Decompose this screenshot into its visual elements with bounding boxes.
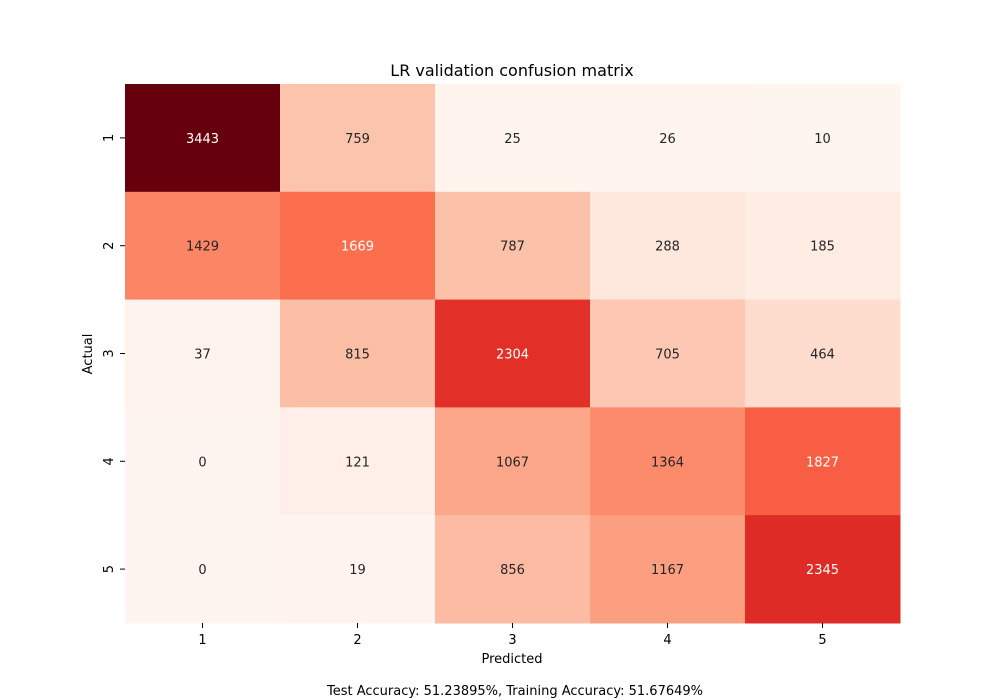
cell-value-label-r5-c5: 2345 (806, 563, 839, 578)
y-tick-label: 1 (102, 134, 117, 142)
heatmap-cell-r2-c3 (435, 191, 591, 301)
heatmap-cell-r4-c1 (125, 407, 281, 516)
y-axis-ticks: 1 2 3 4 5 (102, 134, 125, 573)
cell-value-label-r2-c5: 185 (810, 240, 835, 255)
cell-value-label-r1-c1: 3443 (186, 132, 219, 147)
x-tick-label: 2 (353, 633, 361, 648)
cell-value-label-r2-c1: 1429 (186, 240, 219, 255)
x-tick-label: 1 (198, 633, 206, 648)
heatmap-cell-r2-c4 (590, 191, 746, 301)
heatmap-cell-r4-c4 (590, 407, 746, 516)
cell-value-label-r1-c2: 759 (345, 132, 370, 147)
y-tick-label: 4 (102, 457, 117, 465)
heatmap-cell-r2-c2 (280, 191, 436, 301)
cell-value-label-r1-c3: 25 (504, 132, 521, 147)
cell-value-label-r2-c3: 787 (500, 240, 525, 255)
heatmap-cell-r3-c5 (745, 299, 901, 408)
heatmap-cell-r1-c5 (745, 84, 901, 193)
cell-value-label-r5-c4: 1167 (651, 563, 684, 578)
heatmap-cell-r5-c5 (745, 515, 901, 624)
heatmap-cell-r3-c1 (125, 299, 281, 408)
cell-value-label-r3-c5: 464 (810, 348, 835, 363)
x-axis-ticks: 1 2 3 4 5 (198, 623, 827, 648)
accuracy-footer: Test Accuracy: 51.23895%, Training Accur… (326, 684, 703, 699)
cell-value-label-r4-c4: 1364 (651, 455, 684, 470)
x-tick-label: 4 (663, 633, 671, 648)
y-tick-label: 3 (102, 349, 117, 357)
y-axis-label: Actual (81, 334, 96, 375)
heatmap-cell-r1-c3 (435, 84, 591, 193)
heatmap-cell-r3-c3 (435, 299, 591, 408)
cell-value-label-r1-c5: 10 (814, 132, 831, 147)
heatmap-cell-r5-c3 (435, 515, 591, 624)
heatmap-cell-r3-c2 (280, 299, 436, 408)
cell-value-label-r5-c3: 856 (500, 563, 525, 578)
cell-value-label-r4-c3: 1067 (496, 455, 529, 470)
x-tick-label: 5 (818, 633, 826, 648)
cell-value-label-r4-c1: 0 (198, 455, 206, 470)
heatmap-cell-r4-c5 (745, 407, 901, 516)
heatmap-cell-r1-c2 (280, 84, 436, 193)
cell-value-label-r1-c4: 26 (659, 132, 676, 147)
cell-value-label-r2-c4: 288 (655, 240, 680, 255)
y-tick-label: 2 (102, 242, 117, 250)
heatmap-cell-r1-c4 (590, 84, 746, 193)
cell-value-label-r5-c1: 0 (198, 563, 206, 578)
cell-value-label-r4-c5: 1827 (806, 455, 839, 470)
y-tick-label: 5 (102, 565, 117, 573)
heatmap-cell-r2-c5 (745, 191, 901, 301)
heatmap-cell-r3-c4 (590, 299, 746, 408)
cell-value-label-r2-c2: 1669 (341, 240, 374, 255)
x-tick-label: 3 (508, 633, 516, 648)
heatmap-cell-r1-c1 (125, 84, 281, 193)
cell-value-label-r3-c1: 37 (194, 348, 211, 363)
heatmap-cell-r5-c2 (280, 515, 436, 624)
heatmap-cells: 3443 759 25 26 10 1429 1669 787 288 185 37 815 2304 7… (125, 84, 901, 624)
heatmap-cell-r2-c1 (125, 191, 281, 301)
heatmap-cell-r4-c3 (435, 407, 591, 516)
cell-value-label-r3-c4: 705 (655, 348, 680, 363)
heatmap-cell-r5-c4 (590, 515, 746, 624)
heatmap-cell-r5-c1 (125, 515, 281, 624)
chart-title: LR validation confusion matrix (390, 61, 633, 80)
x-axis-label: Predicted (481, 652, 542, 667)
cell-value-label-r4-c2: 121 (345, 455, 370, 470)
heatmap-cell-r4-c2 (280, 407, 436, 516)
cell-value-label-r3-c2: 815 (345, 348, 370, 363)
cell-value-label-r5-c2: 19 (349, 563, 366, 578)
cell-value-label-r3-c3: 2304 (496, 348, 529, 363)
